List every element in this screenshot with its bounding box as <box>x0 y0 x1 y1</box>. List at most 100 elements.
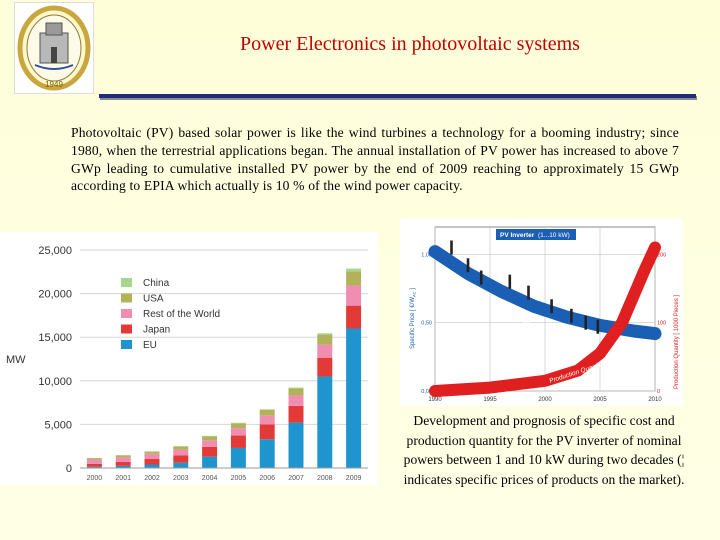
pv-inverter-line-chart: 1990 1995 2000 2005 2010 0,00 0,50 1,00 0 100 200 P… <box>410 226 680 403</box>
university-logo: 1949 <box>14 2 94 94</box>
pv-inverter-chart: 1990 1995 2000 2005 2010 0,00 0,50 1,00 0 100 200 P… <box>400 219 683 406</box>
bar-segment <box>288 387 304 389</box>
logo-year: 1949 <box>45 80 63 89</box>
y-tick-label: 15,000 <box>38 332 72 344</box>
bar-segment <box>144 459 160 465</box>
bar-segment <box>346 328 362 468</box>
bar-segment <box>86 463 102 467</box>
bar-segment <box>288 405 304 423</box>
bar-segment <box>317 344 333 358</box>
legend-swatch <box>121 278 132 287</box>
bar-segment <box>144 453 160 460</box>
x-tick-label: 1995 <box>483 397 497 403</box>
y-left-tick-label: 0,50 <box>421 321 432 327</box>
bar-segment <box>317 333 333 335</box>
y-tick-label: 0 <box>66 463 72 475</box>
bar-segment <box>288 388 304 396</box>
legend-label: USA <box>143 294 164 305</box>
market-price-marker <box>550 299 553 314</box>
bar-segment <box>86 466 102 468</box>
y-tick-label: 10,000 <box>38 376 72 388</box>
legend-label: Rest of the World <box>143 309 220 320</box>
bar-segment <box>317 376 333 468</box>
bar-segment <box>144 451 160 452</box>
x-tick-label: 2001 <box>115 475 131 482</box>
x-tick-label: 2007 <box>288 475 304 482</box>
bar-segment <box>115 465 131 468</box>
bar-segment <box>144 451 160 454</box>
bar-segment <box>202 435 218 437</box>
bar-segment <box>86 459 102 464</box>
x-tick-label: 2004 <box>202 475 218 482</box>
x-tick-label: 2008 <box>317 475 333 482</box>
legend-label: China <box>143 278 170 289</box>
market-price-marker <box>527 285 530 300</box>
x-tick-label: 2006 <box>259 475 275 482</box>
legend-swatch <box>121 309 132 318</box>
legend-swatch <box>121 340 132 349</box>
y-right-axis-label: Production Quantity [ 1000 Pieces ] <box>674 295 680 389</box>
x-tick-label: 2009 <box>346 475 362 482</box>
title-badge <box>496 229 576 240</box>
x-tick-label: 2000 <box>87 475 103 482</box>
bar-segment <box>317 357 333 377</box>
legend-swatch <box>121 293 132 303</box>
bar-segment <box>346 271 362 286</box>
bar-segment <box>173 449 189 456</box>
market-price-marker <box>508 274 512 289</box>
y-right-tick-label: 100 <box>657 321 666 327</box>
bar-segment <box>230 423 246 429</box>
legend-label: EU <box>143 340 157 351</box>
y-tick-label: 5,000 <box>44 419 72 431</box>
bar-segment <box>173 455 189 463</box>
y-left-tick-label: 0,00 <box>421 389 432 395</box>
university-seal-icon: 1949 <box>17 5 91 91</box>
market-price-marker <box>596 319 600 334</box>
x-tick-label: 2000 <box>538 397 552 403</box>
bar-segment <box>115 457 131 462</box>
chart-title: PV Inverter <box>500 232 535 239</box>
bar-segment <box>230 435 246 448</box>
bar-segment <box>202 440 218 447</box>
bar-segment <box>259 410 275 416</box>
x-tick-label: 2005 <box>231 475 247 482</box>
bar-segment <box>230 428 246 436</box>
intro-paragraph: Photovoltaic (PV) based solar power is l… <box>71 125 679 194</box>
production-curve <box>429 241 661 397</box>
bar-segment <box>173 446 189 450</box>
y-left-axis-label: Specific Price [ €/WAC ] <box>410 288 417 349</box>
x-tick-label: 2003 <box>173 475 189 482</box>
chart-title-range: (1...10 kW) <box>538 232 570 239</box>
bar-segment <box>173 462 189 468</box>
bar-segment <box>230 422 246 424</box>
bar-segment <box>346 268 362 272</box>
bar-segment <box>115 455 131 458</box>
figure-caption: Development and prognosis of specific co… <box>403 413 685 487</box>
market-price-marker <box>466 258 470 273</box>
bar-segment <box>173 446 189 447</box>
bar-segment <box>259 409 275 411</box>
bar-segment <box>202 436 218 441</box>
x-tick-label: 1990 <box>428 397 442 403</box>
x-tick-label: 2010 <box>648 397 662 403</box>
market-price-marker <box>570 308 573 323</box>
y-tick-label: 20,000 <box>38 289 72 301</box>
bar-segment <box>86 457 102 459</box>
market-price-marker <box>584 315 587 330</box>
installed-pv-chart: 0 5,000 10,000 15,000 20,000 25,000 MW 2000 2001… <box>0 232 378 485</box>
bar-segment <box>86 458 102 460</box>
legend-swatch <box>121 324 132 334</box>
y-left-tick-label: 1,00 <box>421 252 432 258</box>
market-price-marker <box>479 270 483 285</box>
legend-label: Japan <box>143 325 170 336</box>
bar-segment <box>288 422 304 468</box>
bar-segment <box>144 464 160 468</box>
bar-segment <box>317 334 333 345</box>
y-axis-label: MW <box>6 354 26 366</box>
bar-segment <box>259 424 275 440</box>
bar-segment <box>259 439 275 468</box>
x-tick-label: 2005 <box>593 397 607 403</box>
bar-segment <box>115 455 131 456</box>
bar-segment <box>202 456 218 468</box>
x-tick-label: 2002 <box>144 475 160 482</box>
